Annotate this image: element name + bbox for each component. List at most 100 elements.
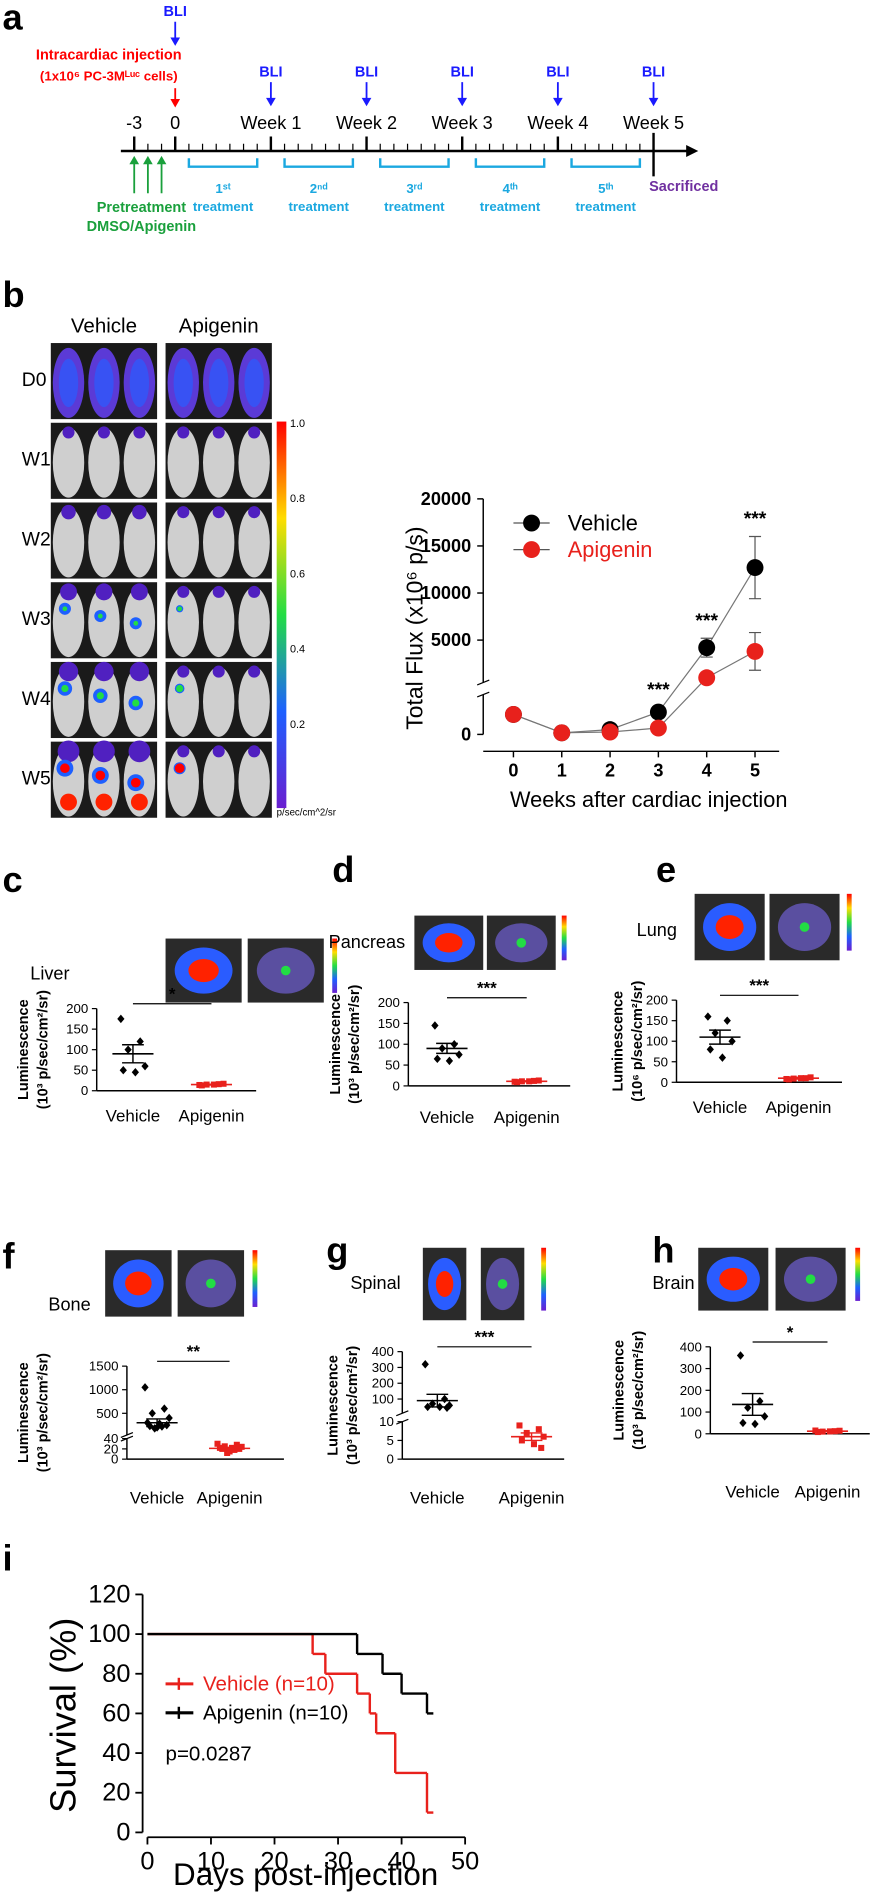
significance: *** bbox=[477, 979, 497, 998]
panel-label: i bbox=[2, 1538, 12, 1579]
organ-label: Pancreas bbox=[329, 932, 406, 952]
point bbox=[440, 1394, 449, 1404]
x-tick-label: Apigenin bbox=[494, 1108, 560, 1127]
time-label: -3 bbox=[126, 113, 142, 133]
point bbox=[807, 1074, 814, 1081]
point bbox=[455, 1050, 463, 1059]
y-axis-title: Luminescence bbox=[16, 999, 32, 1100]
significance: *** bbox=[744, 509, 767, 530]
signal bbox=[206, 1278, 216, 1289]
sem-bar bbox=[218, 1446, 241, 1451]
x-axis-title: Days post-injection bbox=[173, 1857, 438, 1892]
panel-label: b bbox=[2, 274, 24, 315]
signal bbox=[177, 665, 190, 678]
signal bbox=[212, 426, 225, 439]
y-tick-label: 1500 bbox=[89, 1359, 119, 1374]
timepoint-label: W5 bbox=[22, 769, 51, 790]
organ-colorbar bbox=[846, 893, 852, 951]
signal bbox=[128, 740, 151, 763]
end-label: Sacrificed bbox=[649, 179, 718, 195]
y-axis-title: (10³ p/sec/cm²/sr) bbox=[631, 1331, 647, 1450]
colorbar-tick: 1.0 bbox=[290, 418, 305, 430]
y-tick-label: 10000 bbox=[421, 583, 471, 603]
axis-break bbox=[120, 1432, 134, 1438]
point bbox=[124, 1045, 132, 1054]
treatment-bracket bbox=[474, 158, 546, 168]
signal bbox=[177, 585, 190, 598]
signal bbox=[244, 358, 264, 408]
mouse-body bbox=[167, 587, 199, 658]
x-tick-label: Apigenin bbox=[766, 1098, 832, 1117]
legend-marker bbox=[523, 514, 541, 532]
point bbox=[746, 642, 764, 660]
panel-label: a bbox=[2, 0, 23, 37]
mouse-body bbox=[203, 507, 235, 578]
x-tick-label: 0 bbox=[140, 1847, 154, 1875]
time-label: Week 3 bbox=[432, 113, 493, 133]
colorbar-tick: 0.4 bbox=[290, 644, 305, 656]
axis-break bbox=[476, 691, 490, 698]
organ-colorbar bbox=[855, 1247, 861, 1301]
signal bbox=[719, 1267, 748, 1291]
signal bbox=[130, 777, 141, 788]
signal bbox=[212, 665, 225, 678]
signal bbox=[61, 504, 76, 520]
y-tick-label: 100 bbox=[680, 1405, 702, 1420]
y-tick-label: 1000 bbox=[89, 1382, 119, 1397]
x-tick-label: 1 bbox=[557, 761, 567, 781]
sem-bar bbox=[426, 1393, 449, 1408]
signal bbox=[125, 1271, 152, 1296]
significance: *** bbox=[749, 976, 769, 995]
timepoint-label: W3 bbox=[22, 609, 51, 630]
y-tick-label: 0 bbox=[694, 1426, 701, 1441]
y-tick-label: 500 bbox=[96, 1406, 118, 1421]
signal bbox=[715, 915, 744, 940]
mouse-body bbox=[123, 427, 156, 498]
x-tick-label: 5 bbox=[750, 761, 760, 781]
signal bbox=[280, 965, 291, 976]
signal bbox=[212, 585, 225, 598]
signal bbox=[212, 506, 225, 519]
timepoint-label: W2 bbox=[22, 529, 51, 550]
point bbox=[504, 706, 522, 723]
timeline-arrow bbox=[686, 144, 699, 158]
signal bbox=[516, 937, 527, 948]
y-tick-label: 10 bbox=[379, 1414, 394, 1429]
treatment-ordinal: 1ˢᵗ bbox=[215, 181, 230, 196]
y-tick-label: 0 bbox=[661, 1075, 668, 1090]
y-tick-label: 200 bbox=[66, 1001, 88, 1016]
point bbox=[141, 1383, 149, 1392]
signal bbox=[176, 684, 184, 693]
x-tick-label: Apigenin bbox=[179, 1107, 245, 1126]
y-axis-title: (10³ p/sec/cm²/sr) bbox=[345, 1346, 361, 1465]
x-tick-label: Vehicle bbox=[693, 1098, 748, 1117]
point bbox=[723, 1016, 731, 1025]
mouse-body bbox=[238, 587, 270, 658]
signal bbox=[133, 620, 139, 626]
signal bbox=[248, 745, 261, 758]
x-tick-label: 20 bbox=[260, 1847, 288, 1875]
sem-bar bbox=[816, 1430, 839, 1433]
y-axis-title: Survival (%) bbox=[42, 1618, 83, 1813]
y-tick-label: 40 bbox=[102, 1739, 130, 1767]
pretreatment-arrow-head bbox=[143, 155, 153, 165]
signal bbox=[132, 504, 147, 520]
significance: *** bbox=[695, 611, 718, 632]
signal bbox=[435, 932, 463, 953]
organ-label: Liver bbox=[30, 964, 69, 984]
point bbox=[136, 1037, 144, 1046]
x-tick-label: Vehicle bbox=[420, 1108, 475, 1127]
treatment-label: treatment bbox=[384, 199, 445, 214]
sem-bar bbox=[200, 1083, 223, 1086]
time-label: Week 1 bbox=[240, 113, 301, 133]
mouse-body bbox=[203, 666, 235, 737]
signal bbox=[177, 745, 190, 758]
y-tick-label: 150 bbox=[378, 1016, 400, 1031]
signal bbox=[805, 1274, 816, 1285]
signal bbox=[60, 763, 70, 774]
point bbox=[756, 1396, 764, 1406]
treatment-ordinal: 5ᵗʰ bbox=[598, 181, 613, 196]
signal bbox=[132, 699, 140, 707]
y-tick-label: 100 bbox=[66, 1042, 88, 1057]
panel-label: f bbox=[2, 1236, 15, 1277]
